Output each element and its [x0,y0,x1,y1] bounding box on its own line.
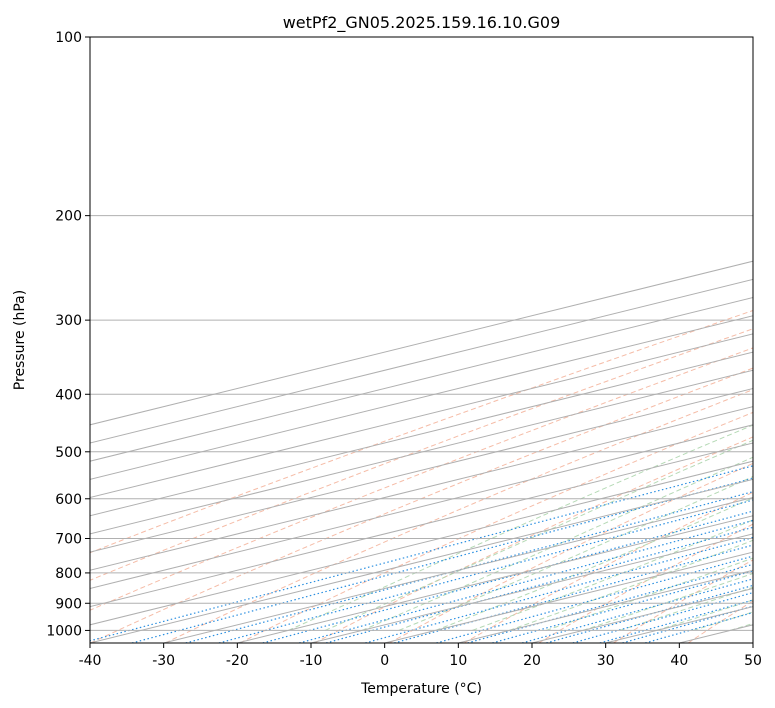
y-tick-label: 900 [55,596,82,612]
moist-adiabat-line [288,424,753,631]
moist-adiabat-line [435,497,753,631]
y-tick-label: 700 [55,532,82,548]
y-tick-label: 800 [55,566,82,582]
x-tick-label: -10 [300,653,323,669]
isotherm-line [90,315,753,480]
y-tick-label: 300 [55,313,82,329]
x-tick-label: -30 [152,653,175,669]
isotherm-line [90,460,753,626]
y-axis-ticks: 1000 900 800 700 600 500 400 300 200 100 [46,30,90,639]
moist-adiabat-line [324,439,753,631]
plot-frame [89,36,754,644]
mixing-ratio-line [365,536,753,643]
x-tick-label: 40 [670,653,688,669]
isotherms [90,260,753,643]
dry-adiabat-line [239,411,753,643]
isotherm-line [90,260,753,426]
moist-adiabat-line [509,539,753,631]
isotherm-line [90,442,753,608]
x-tick-label: 0 [380,653,389,669]
y-tick-label: 500 [55,445,82,461]
mixing-ratio-line [299,519,753,643]
mixing-ratio-line [436,555,753,643]
y-tick-label: 200 [55,209,82,225]
y-tick-label: 400 [55,387,82,403]
isotherm-line [90,406,753,571]
y-tick-label: 600 [55,492,82,508]
pressure-gridlines [90,37,753,631]
dry-adiabat-line [389,462,753,643]
y-axis-label: Pressure (hPa) [12,290,28,390]
dry-adiabat-line [538,523,753,643]
x-tick-label: 10 [449,653,467,669]
moist-adiabat-line [619,586,753,631]
isotherm-line [90,387,753,553]
moist-adiabat-line [545,557,753,631]
x-tick-label: -40 [79,653,102,669]
mixing-ratio-line [185,491,753,643]
isotherm-line [90,478,753,643]
x-axis-ticks: -40 -30 -20 -10 0 10 20 30 40 50 [79,643,762,669]
isotherm-line [90,278,753,444]
y-tick-label: 1000 [46,623,82,639]
x-axis-label: Temperature (°C) [360,681,482,697]
dry-adiabat-line [165,389,753,643]
dry-adiabat-line [314,436,753,643]
dry-adiabat-line [90,328,753,581]
isotherm-line [237,515,753,643]
isotherm-line [90,424,753,589]
isotherm-line [310,533,753,643]
x-tick-label: 50 [744,653,762,669]
dry-adiabat-line [613,559,753,643]
x-tick-label: 20 [523,653,541,669]
mixing-ratio-line [325,526,753,643]
x-tick-label: 30 [597,653,615,669]
isotherm-line [90,297,753,462]
isotherm-line [163,497,753,643]
chart-title: wetPf2_GN05.2025.159.16.10.G09 [283,13,561,33]
x-tick-label: -20 [226,653,249,669]
y-tick-label: 100 [55,30,82,46]
isotherm-line [90,333,753,499]
moist-adiabat-line [582,572,753,631]
